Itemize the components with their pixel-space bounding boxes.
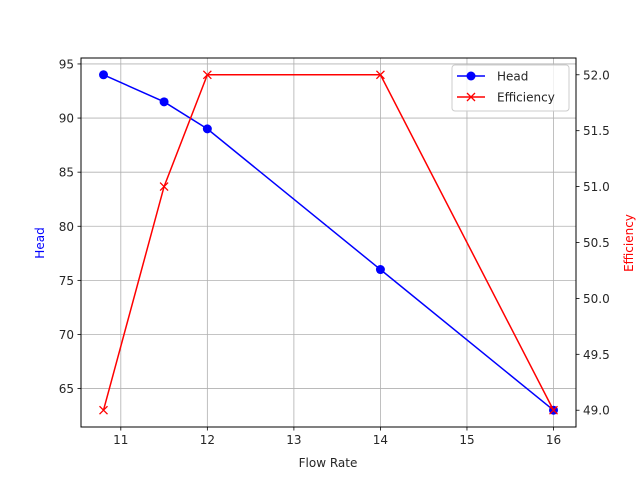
series-line-efficiency xyxy=(102,74,555,411)
y-right-tick-label: 52.0 xyxy=(583,68,610,82)
series-line-head xyxy=(103,74,554,411)
legend: Head Efficiency xyxy=(451,64,570,112)
y-left-tick-label: 80 xyxy=(59,220,74,234)
x-tick-label: 16 xyxy=(546,433,561,447)
x-marker-icon xyxy=(99,405,108,415)
axes-frame xyxy=(80,57,577,428)
y-right-tick-label: 50.0 xyxy=(583,292,610,306)
circle-marker-icon xyxy=(375,265,385,275)
y-left-tick-label: 85 xyxy=(59,166,74,180)
x-marker-icon xyxy=(202,70,212,80)
x-tick-label: 14 xyxy=(373,433,388,447)
y-right-tick-label: 50.5 xyxy=(583,236,610,250)
plot-series xyxy=(99,70,558,415)
y-left-tick-label: 95 xyxy=(59,57,74,71)
x-tick-label: 12 xyxy=(200,433,215,447)
x-axis-label: Flow Rate xyxy=(299,456,358,470)
y-right-tick-label: 49.5 xyxy=(583,348,610,362)
y-left-tick-label: 75 xyxy=(59,274,74,288)
circle-marker-icon xyxy=(466,71,476,81)
y-left-tick-label: 70 xyxy=(59,328,74,342)
circle-marker-icon xyxy=(202,124,212,134)
grid-lines xyxy=(81,58,576,427)
x-tick-label: 15 xyxy=(459,433,474,447)
y-axis-right-label: Efficiency xyxy=(622,214,636,272)
y-axis-left-ticks: 65 70 75 80 85 90 95 xyxy=(59,57,81,396)
x-marker-icon xyxy=(375,70,385,80)
x-marker-icon xyxy=(466,92,476,102)
y-left-tick-label: 65 xyxy=(59,382,74,396)
legend-item-efficiency: Efficiency xyxy=(457,91,555,105)
x-tick-label: 11 xyxy=(113,433,128,447)
y-right-tick-label: 49.0 xyxy=(583,404,610,418)
x-tick-label: 13 xyxy=(286,433,301,447)
legend-item-head: Head xyxy=(457,70,528,84)
y-axis-right-ticks: 49.0 49.5 50.0 50.5 51.0 51.5 52.0 xyxy=(576,68,610,418)
y-right-tick-label: 51.0 xyxy=(583,180,610,194)
x-marker-icon xyxy=(549,405,558,415)
y-left-tick-label: 90 xyxy=(59,112,74,126)
circle-marker-icon xyxy=(159,97,169,107)
y-axis-left-label: Head xyxy=(33,227,47,258)
circle-marker-icon xyxy=(99,70,108,80)
y-right-tick-label: 51.5 xyxy=(583,124,610,138)
legend-label-efficiency: Efficiency xyxy=(497,91,555,105)
x-axis-ticks: 11 12 13 14 15 16 xyxy=(113,427,561,447)
legend-label-head: Head xyxy=(497,70,528,84)
x-marker-icon xyxy=(159,182,169,192)
